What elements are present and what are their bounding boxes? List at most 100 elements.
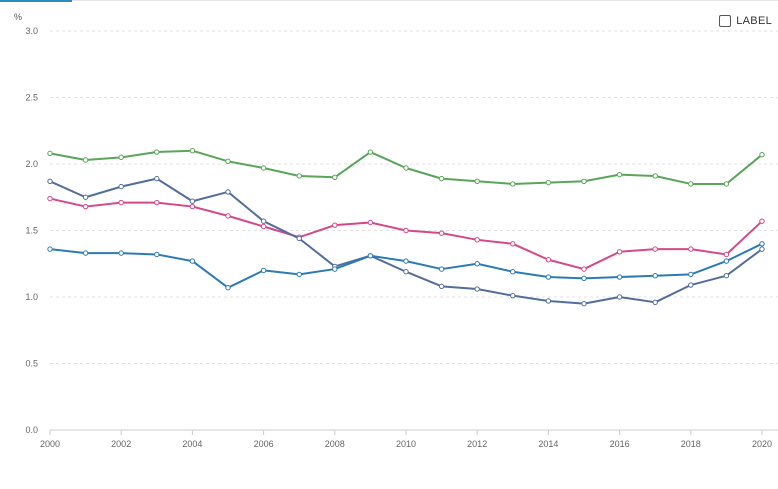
data-point[interactable]	[474, 178, 480, 184]
data-point[interactable]	[47, 195, 53, 202]
data-point[interactable]	[296, 173, 302, 179]
data-point[interactable]	[581, 300, 587, 307]
series-line-3[interactable]	[49, 177, 763, 305]
label-toggle-text: LABEL	[736, 15, 772, 27]
data-point[interactable]	[723, 273, 730, 279]
data-point[interactable]	[438, 283, 445, 290]
data-point[interactable]	[438, 266, 445, 272]
data-point[interactable]	[403, 165, 409, 171]
data-point[interactable]	[118, 154, 124, 161]
data-point[interactable]	[332, 266, 338, 272]
y-tick-label: 0.0	[25, 425, 38, 435]
data-point[interactable]	[403, 269, 409, 275]
data-point[interactable]	[296, 235, 302, 242]
data-point[interactable]	[688, 271, 694, 278]
y-tick-label: 2.0	[25, 159, 38, 169]
data-point[interactable]	[723, 181, 730, 187]
data-point[interactable]	[652, 246, 658, 252]
data-point[interactable]	[438, 230, 445, 236]
x-tick-label: 2016	[610, 439, 630, 449]
x-tick-label: 2002	[111, 439, 131, 449]
data-point[interactable]	[474, 286, 480, 292]
data-point[interactable]	[47, 246, 53, 252]
data-point[interactable]	[759, 241, 765, 247]
data-point[interactable]	[545, 274, 552, 280]
data-point[interactable]	[688, 282, 694, 288]
data-point[interactable]	[82, 203, 89, 210]
data-point[interactable]	[189, 203, 196, 210]
data-point[interactable]	[225, 213, 231, 219]
data-point[interactable]	[225, 158, 231, 165]
data-point[interactable]	[616, 294, 623, 300]
x-tick-label: 2000	[40, 439, 60, 449]
data-point[interactable]	[154, 149, 160, 155]
data-point[interactable]	[260, 267, 267, 274]
data-point[interactable]	[652, 173, 658, 179]
data-point[interactable]	[616, 249, 623, 255]
data-point[interactable]	[403, 227, 409, 234]
x-tick-label: 2020	[752, 439, 772, 449]
data-point[interactable]	[189, 148, 196, 154]
label-toggle[interactable]: LABEL	[719, 15, 772, 27]
data-point[interactable]	[723, 251, 730, 258]
data-point[interactable]	[438, 175, 445, 182]
axes	[49, 429, 778, 435]
data-point[interactable]	[723, 258, 730, 264]
data-point[interactable]	[581, 266, 587, 272]
data-point[interactable]	[189, 258, 196, 264]
data-point[interactable]	[367, 219, 374, 226]
x-tick-label: 2014	[538, 439, 558, 449]
data-point[interactable]	[118, 250, 124, 256]
data-point[interactable]	[652, 273, 658, 279]
data-point[interactable]	[154, 199, 160, 206]
data-point[interactable]	[260, 223, 267, 230]
data-point[interactable]	[82, 157, 89, 163]
tick-labels: 0.0 0.5 1.0 1.5 2.0 2.5 3.0 2000 2002 2004 2006 200…	[25, 26, 772, 449]
data-point[interactable]	[474, 237, 480, 243]
data-point[interactable]	[545, 179, 552, 186]
data-point[interactable]	[118, 183, 124, 190]
data-point[interactable]	[510, 292, 516, 299]
data-point[interactable]	[260, 218, 267, 224]
top-border-divider	[72, 0, 778, 1]
y-tick-label: 1.5	[25, 226, 38, 236]
data-point[interactable]	[118, 199, 124, 206]
data-point[interactable]	[82, 250, 89, 256]
data-point[interactable]	[225, 189, 231, 195]
data-point[interactable]	[581, 275, 587, 282]
data-point[interactable]	[367, 253, 374, 259]
data-point[interactable]	[759, 218, 765, 224]
data-point[interactable]	[510, 241, 516, 247]
data-point[interactable]	[688, 246, 694, 252]
data-point[interactable]	[616, 171, 623, 178]
label-checkbox[interactable]	[719, 15, 732, 27]
grid-lines	[50, 30, 778, 364]
data-point[interactable]	[403, 258, 409, 264]
data-point[interactable]	[510, 269, 516, 275]
data-point[interactable]	[759, 151, 765, 158]
data-point[interactable]	[545, 257, 552, 263]
data-point[interactable]	[47, 178, 53, 184]
data-point[interactable]	[581, 178, 587, 184]
data-point[interactable]	[332, 174, 338, 181]
data-point[interactable]	[154, 175, 160, 182]
data-point[interactable]	[154, 251, 160, 258]
data-point[interactable]	[296, 271, 302, 278]
data-point[interactable]	[474, 261, 480, 267]
data-point[interactable]	[545, 298, 552, 304]
data-point[interactable]	[225, 284, 231, 291]
data-point[interactable]	[759, 246, 765, 252]
data-point[interactable]	[688, 181, 694, 187]
data-point[interactable]	[652, 299, 658, 306]
data-point[interactable]	[367, 149, 374, 155]
data-point[interactable]	[189, 198, 196, 204]
data-point[interactable]	[47, 150, 53, 157]
data-point[interactable]	[510, 181, 516, 187]
data-point[interactable]	[616, 274, 623, 280]
data-point[interactable]	[332, 222, 338, 228]
data-point[interactable]	[260, 165, 267, 171]
x-tick-label: 2006	[254, 439, 274, 449]
data-point[interactable]	[82, 194, 89, 200]
y-tick-label: 1.0	[25, 292, 38, 302]
